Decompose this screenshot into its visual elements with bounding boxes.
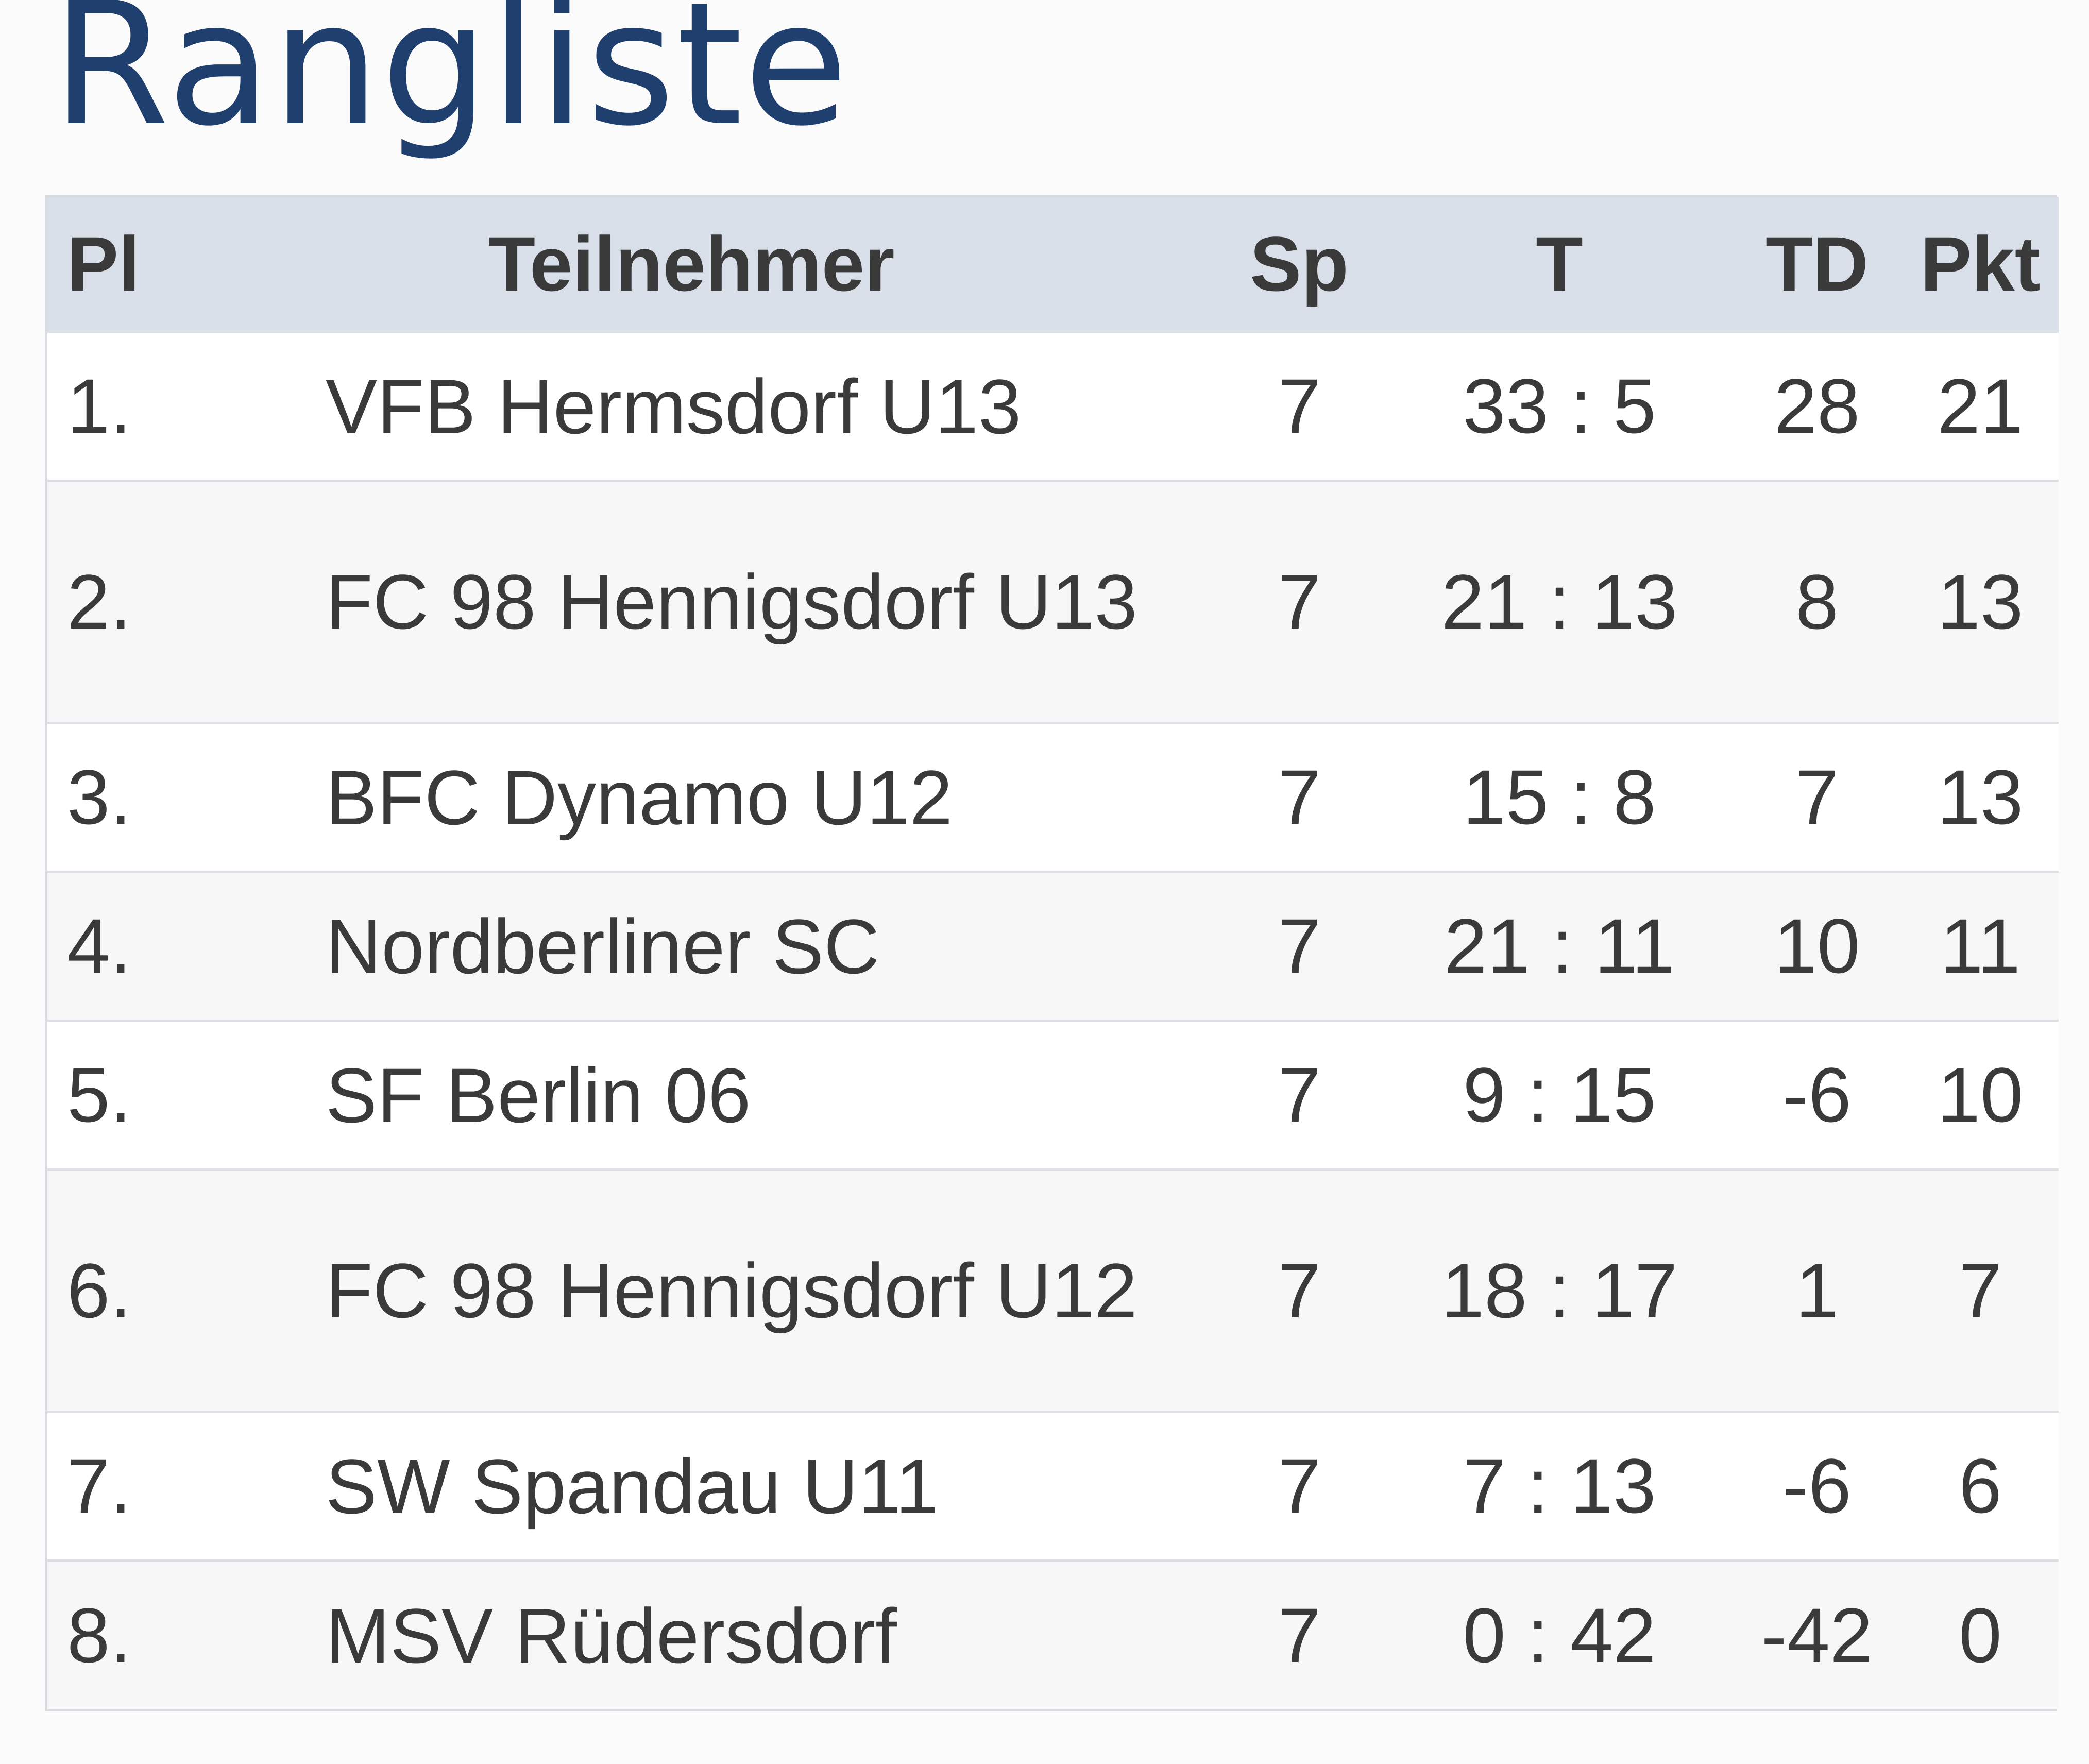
games-cell: 7 [1212,1020,1387,1169]
team-cell: VFB Hermsdorf U13 [326,331,1212,481]
table-row: 3. BFC Dynamo U12 7 15 : 8 7 13 [47,722,2059,872]
team-cell: Nordberliner SC [326,871,1212,1021]
header-t: T [1536,220,1583,307]
games-cell: 7 [1212,722,1387,872]
standings-table-container: Pl Teilnehmer Sp T TD Pkt 1. VFB Hermsdo… [45,195,2059,1711]
points-cell: 0 [1902,1559,2059,1709]
rank-cell: 7. [47,1411,326,1561]
header-pkt: Pkt [1920,220,2041,307]
table-row: 4. Nordberliner SC 7 21 : 11 10 11 [47,871,2059,1021]
table-row: 5. SF Berlin 06 7 9 : 15 -6 10 [47,1020,2059,1169]
games-cell: 7 [1212,480,1387,723]
points-cell: 13 [1902,480,2059,723]
goals-cell: 7 : 13 [1387,1411,1732,1561]
team-cell: BFC Dynamo U12 [326,722,1212,872]
table-row: 8. MSV Rüdersdorf 7 0 : 42 -42 0 [47,1559,2059,1709]
goals-cell: 15 : 8 [1387,722,1732,872]
games-cell: 7 [1212,871,1387,1021]
table-row: 1. VFB Hermsdorf U13 7 33 : 5 28 21 [47,331,2059,481]
goal-diff-cell: 10 [1732,871,1902,1021]
goal-diff-cell: 8 [1732,480,1902,723]
games-cell: 7 [1212,331,1387,481]
rank-cell: 3. [47,722,326,872]
page-title: Rangliste [52,0,850,163]
points-cell: 11 [1902,871,2059,1021]
points-cell: 10 [1902,1020,2059,1169]
team-cell: FC 98 Hennigsdorf U12 [326,1168,1212,1412]
rank-cell: 5. [47,1020,326,1169]
header-team: Teilnehmer [488,220,895,307]
goal-diff-cell: 1 [1732,1168,1902,1412]
goals-cell: 21 : 11 [1387,871,1732,1021]
table-header-row: Pl Teilnehmer Sp T TD Pkt [47,197,2059,332]
table-row: 2. FC 98 Hennigsdorf U13 7 21 : 13 8 13 [47,480,2059,723]
goals-cell: 18 : 17 [1387,1168,1732,1412]
standings-table: Pl Teilnehmer Sp T TD Pkt 1. VFB Hermsdo… [47,197,2059,1709]
team-cell: SW Spandau U11 [326,1411,1212,1561]
header-sp: Sp [1250,220,1349,307]
goal-diff-cell: -6 [1732,1411,1902,1561]
games-cell: 7 [1212,1559,1387,1709]
team-cell: FC 98 Hennigsdorf U13 [326,480,1212,723]
games-cell: 7 [1212,1168,1387,1412]
games-cell: 7 [1212,1411,1387,1561]
header-pl: Pl [67,220,140,307]
rank-cell: 1. [47,331,326,481]
goal-diff-cell: -42 [1732,1559,1902,1709]
goals-cell: 21 : 13 [1387,480,1732,723]
goal-diff-cell: 28 [1732,331,1902,481]
points-cell: 21 [1902,331,2059,481]
header-td: TD [1765,220,1869,307]
goals-cell: 33 : 5 [1387,331,1732,481]
table-row: 6. FC 98 Hennigsdorf U12 7 18 : 17 1 7 [47,1168,2059,1412]
points-cell: 7 [1902,1168,2059,1412]
goal-diff-cell: -6 [1732,1020,1902,1169]
team-cell: SF Berlin 06 [326,1020,1212,1169]
rank-cell: 6. [47,1168,326,1412]
goals-cell: 0 : 42 [1387,1559,1732,1709]
rank-cell: 2. [47,480,326,723]
goal-diff-cell: 7 [1732,722,1902,872]
goals-cell: 9 : 15 [1387,1020,1732,1169]
rank-cell: 8. [47,1559,326,1709]
team-cell: MSV Rüdersdorf [326,1559,1212,1709]
points-cell: 13 [1902,722,2059,872]
table-row: 7. SW Spandau U11 7 7 : 13 -6 6 [47,1411,2059,1561]
points-cell: 6 [1902,1411,2059,1561]
rank-cell: 4. [47,871,326,1021]
